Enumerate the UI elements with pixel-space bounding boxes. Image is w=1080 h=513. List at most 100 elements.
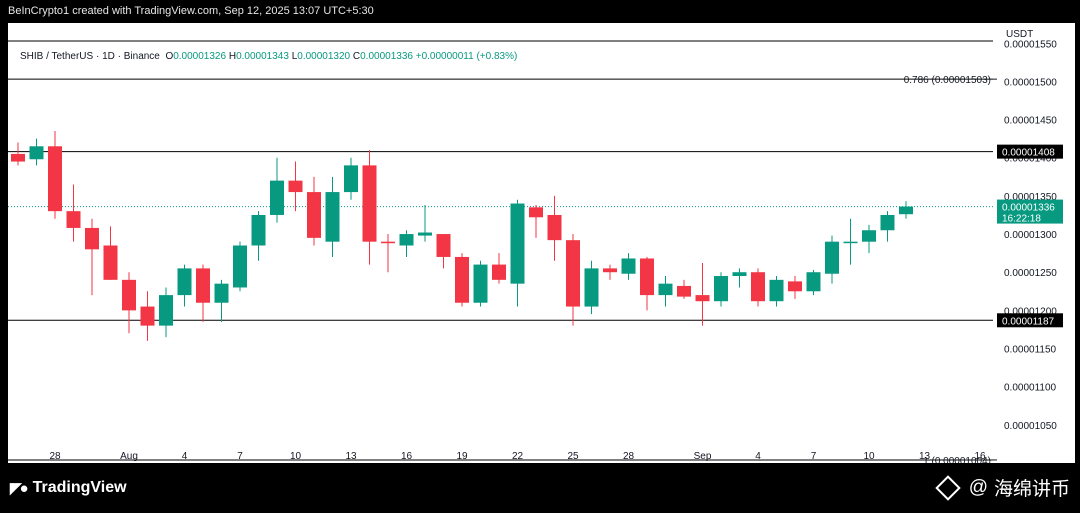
y-tick-label: 0.00001400 <box>1004 154 1057 165</box>
candle-down <box>11 153 25 162</box>
candle-down <box>122 279 136 311</box>
currency-label: USDT <box>1006 29 1033 40</box>
x-tick-label: 28 <box>623 451 635 462</box>
close-value: 0.00001336 <box>360 51 413 62</box>
last-price-text: 0.00001336 <box>1002 203 1055 214</box>
candle-down <box>196 268 210 303</box>
candlestick-chart[interactable]: USDT 0.00001050 0.00001100 0.00001150 0.0000… <box>8 23 1075 463</box>
level-label: 0.786 (0.00001503) <box>904 75 991 86</box>
close-label: C <box>352 51 361 62</box>
candle-up <box>325 192 340 242</box>
candle-up <box>233 245 247 288</box>
candle-up <box>399 234 414 246</box>
candle-up <box>806 272 821 292</box>
y-tick-label: 0.00001300 <box>1004 230 1057 241</box>
candle-down <box>695 295 710 302</box>
credit-text: BeInCrypto1 created with TradingView.com… <box>8 5 374 17</box>
candle-up <box>843 241 858 244</box>
candle-down <box>381 241 395 244</box>
x-tick-label: 4 <box>755 451 761 462</box>
x-tick-label: 13 <box>345 451 357 462</box>
candle-down <box>48 146 62 212</box>
x-tick-label: 16 <box>401 451 413 462</box>
candle-down <box>307 192 321 238</box>
candle-down <box>529 207 543 218</box>
candle-down <box>492 264 506 280</box>
candle-up <box>473 264 488 303</box>
watermark-at: @ <box>968 476 988 498</box>
y-tick-label: 0.00001250 <box>1004 268 1057 279</box>
tradingview-logo-icon: ◤● <box>10 480 29 497</box>
candle-up <box>825 241 839 274</box>
candle-up <box>418 232 432 236</box>
candle-down <box>66 211 81 228</box>
x-tick-label: 7 <box>237 451 243 462</box>
candle-up <box>159 295 173 326</box>
chart-panel[interactable]: USDT 0.00001050 0.00001100 0.00001150 0.0000… <box>8 23 1075 463</box>
x-tick-label: 16 <box>974 451 986 462</box>
y-tick-label: 0.00001500 <box>1004 77 1057 88</box>
y-tick-label: 0.00001100 <box>1004 383 1057 394</box>
y-tick-label: 0.00001450 <box>1004 116 1057 127</box>
x-tick-label: 13 <box>919 451 931 462</box>
high-value: 0.00001343 <box>236 51 289 62</box>
x-tick-label: 22 <box>512 451 524 462</box>
x-tick-label: 10 <box>290 451 302 462</box>
candle-up <box>658 283 673 296</box>
diamond-icon <box>934 474 961 501</box>
candle-up <box>732 272 747 277</box>
candle-up <box>270 180 284 215</box>
open-value: 0.00001326 <box>173 51 227 62</box>
candle-down <box>288 180 303 193</box>
candle-up <box>214 283 229 303</box>
candle-down <box>103 245 118 280</box>
ohlc-legend: SHIB / TetherUS · 1D · Binance O0.000013… <box>20 51 517 62</box>
candle-down <box>436 234 451 257</box>
x-tick-label: 7 <box>811 451 817 462</box>
candle-up <box>29 146 44 160</box>
candle-down <box>547 214 562 241</box>
candle-down <box>362 165 377 242</box>
candle-up <box>899 206 913 215</box>
level-label: 1 (0.00001004) <box>923 456 991 463</box>
tradingview-brand: TradingView <box>32 479 127 496</box>
y-tick-label: 0.00001350 <box>1004 192 1057 203</box>
candle-up <box>769 279 784 302</box>
candle-down <box>603 268 617 273</box>
tradingview-logo: ◤● TradingView <box>10 479 127 497</box>
x-tick-label: Aug <box>120 451 138 462</box>
x-tick-label: 19 <box>456 451 468 462</box>
candle-up <box>584 268 599 307</box>
candle-up <box>714 276 728 302</box>
watermark: @ 海绵讲币 <box>934 474 1070 501</box>
y-tick-label: 0.00001550 <box>1004 39 1057 50</box>
countdown-text: 16:22:18 <box>1002 214 1041 225</box>
y-tick-label: 0.00001050 <box>1004 421 1057 432</box>
low-label: L <box>291 51 298 62</box>
change-value: +0.00000011 (+0.83%) <box>415 51 518 62</box>
candle-up <box>510 203 525 284</box>
candle-down <box>140 306 155 326</box>
high-label: H <box>228 51 237 62</box>
level-badge <box>997 144 1063 159</box>
candle-down <box>677 285 691 297</box>
candle-up <box>177 268 192 296</box>
open-label: O <box>165 51 174 62</box>
candle-down <box>640 258 654 296</box>
y-tick-label: 0.00001150 <box>1004 345 1057 356</box>
x-tick-label: Sep <box>694 451 712 462</box>
candle-up <box>880 214 895 231</box>
low-value: 0.00001320 <box>297 51 351 62</box>
candle-up <box>251 214 266 246</box>
level-badge-text: 0.00001187 <box>1002 316 1055 327</box>
candle-down <box>751 272 765 302</box>
candle-down <box>566 240 580 307</box>
candle-down <box>788 281 802 292</box>
last-price-badge <box>997 199 1063 224</box>
y-tick-label: 0.00001200 <box>1004 306 1057 317</box>
candle-up <box>621 258 636 274</box>
symbol-label: SHIB / TetherUS · 1D · Binance <box>20 51 160 62</box>
candle-down <box>85 227 99 250</box>
candle-down <box>455 256 469 303</box>
